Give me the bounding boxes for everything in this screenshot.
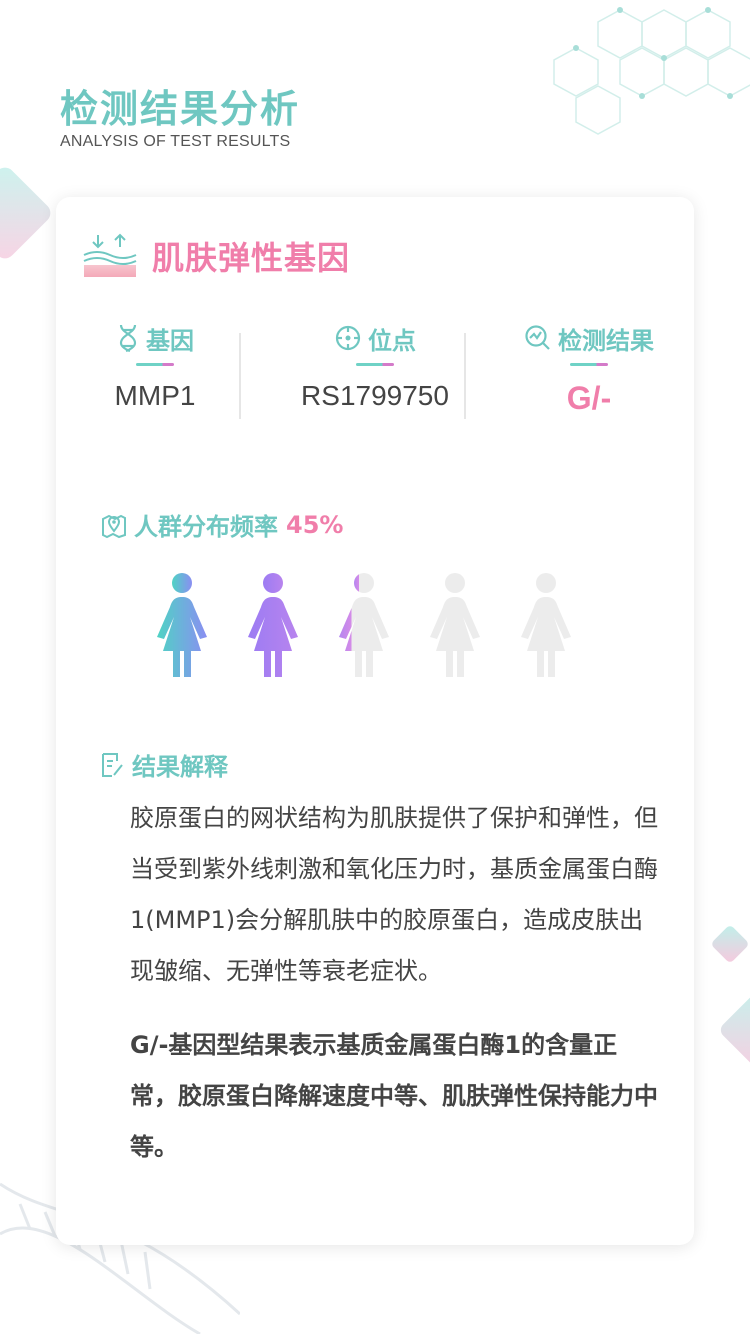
person-body xyxy=(157,597,207,677)
gene-info-columns: 基因 MMP1 位点 RS1799750 xyxy=(56,321,694,421)
person-head xyxy=(263,573,283,593)
page-title: 检测结果分析 xyxy=(60,87,301,131)
person-body xyxy=(248,597,298,677)
gene-label: 基因 xyxy=(146,326,194,355)
population-frequency: 人群分布频率 45% xyxy=(100,507,343,542)
document-icon xyxy=(102,752,123,777)
locus-column: 位点 RS1799750 xyxy=(280,321,470,412)
person-figure-icon xyxy=(157,573,207,677)
result-conclusion: G/-基因型结果表示基质金属蛋白酶1的含量正常，胶原蛋白降解速度中等、肌肤弹性保… xyxy=(130,1031,658,1161)
interpretation-title: 结果解释 xyxy=(132,753,228,781)
person-head xyxy=(354,573,374,593)
gene-column: 基因 MMP1 xyxy=(60,321,250,412)
section-title: 肌肤弹性基因 xyxy=(152,239,351,277)
section-header: 肌肤弹性基因 xyxy=(82,233,350,279)
result-value: G/- xyxy=(566,380,612,416)
column-divider xyxy=(239,333,241,419)
person-body xyxy=(521,597,571,677)
person-body xyxy=(430,597,480,677)
crosshair-icon xyxy=(335,325,361,351)
dna-icon xyxy=(119,324,137,353)
result-underline xyxy=(570,363,608,366)
result-label: 检测结果 xyxy=(558,326,654,355)
result-card: 肌肤弹性基因 基因 MMP1 xyxy=(56,197,694,1245)
chart-search-icon xyxy=(525,325,550,350)
skin-layer-icon xyxy=(83,233,137,277)
person-figure-icon xyxy=(430,573,480,677)
gene-underline xyxy=(136,363,174,366)
person-figure-icon xyxy=(339,573,389,677)
population-figures xyxy=(156,573,586,677)
column-divider xyxy=(464,333,466,419)
person-body xyxy=(339,597,389,677)
locus-value: RS1799750 xyxy=(301,380,449,411)
person-head xyxy=(445,573,465,593)
result-column: 检测结果 G/- xyxy=(494,321,684,417)
map-location-icon xyxy=(102,514,126,538)
frequency-label: 人群分布频率 xyxy=(134,513,278,541)
locus-underline xyxy=(356,363,394,366)
interpretation-header: 结果解释 xyxy=(100,747,228,782)
person-head xyxy=(172,573,192,593)
diamond-decoration-left xyxy=(0,167,51,259)
interpretation-paragraph: 胶原蛋白的网状结构为肌肤提供了保护和弹性，但当受到紫外线刺激和氧化压力时，基质金… xyxy=(130,804,658,985)
gene-value: MMP1 xyxy=(114,380,196,411)
locus-label: 位点 xyxy=(368,326,416,355)
person-figure-icon xyxy=(521,573,571,677)
page-subtitle: ANALYSIS OF TEST RESULTS xyxy=(60,133,291,150)
person-head xyxy=(536,573,556,593)
hexagon-pattern-decoration xyxy=(553,7,750,135)
frequency-value: 45% xyxy=(286,510,344,539)
person-figure-icon xyxy=(248,573,298,677)
diamond-decoration-right xyxy=(712,926,750,1070)
